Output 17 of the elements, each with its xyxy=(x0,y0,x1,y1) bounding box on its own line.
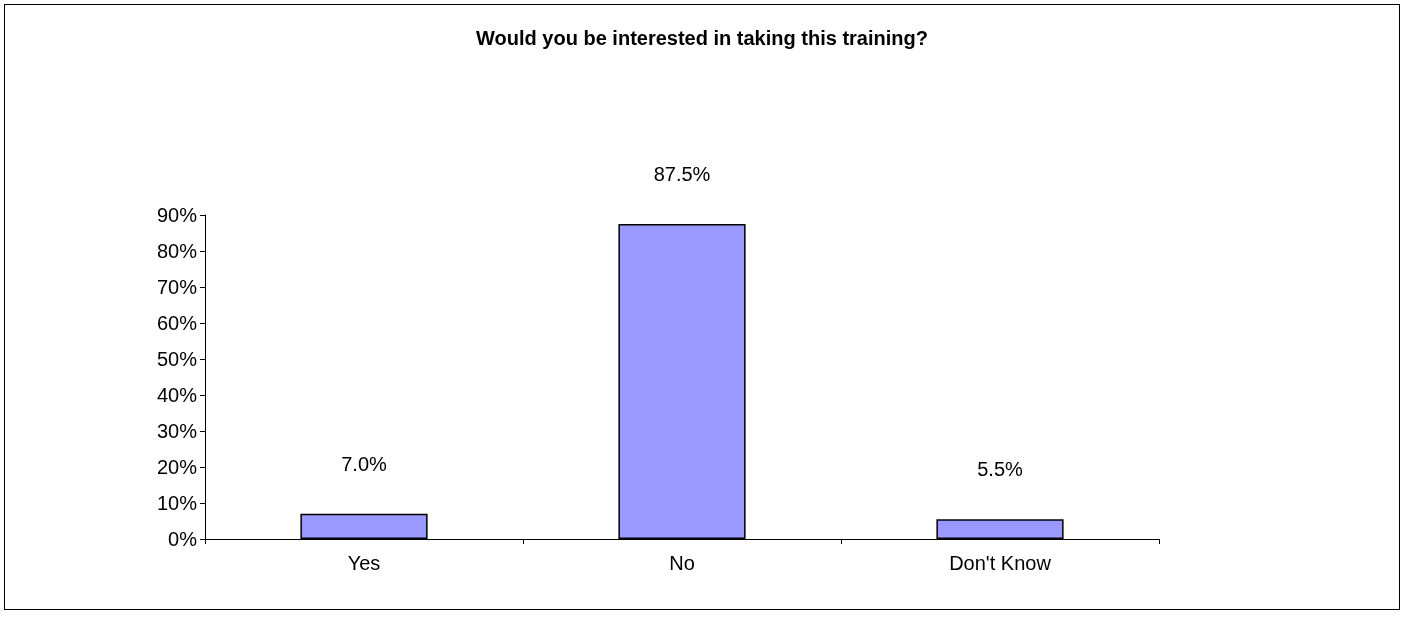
y-tick-label: 90% xyxy=(156,204,198,226)
y-tick-label: 20% xyxy=(156,456,198,478)
y-tick-label: 70% xyxy=(156,276,198,298)
y-tick-label: 10% xyxy=(156,492,198,514)
y-tick-label: 30% xyxy=(156,420,198,442)
x-tick-label: Don't Know xyxy=(949,552,1052,574)
chart-title: Would you be interested in taking this training? xyxy=(476,27,928,49)
y-tick-label: 80% xyxy=(156,240,198,262)
y-tick-label: 40% xyxy=(156,384,198,406)
y-tick-label: 50% xyxy=(156,348,198,370)
y-tick-label: 0% xyxy=(168,528,198,550)
x-tick-label: Yes xyxy=(347,552,381,574)
y-tick-label: 60% xyxy=(156,312,198,334)
data-label: 5.5% xyxy=(977,458,1024,481)
data-label: 7.0% xyxy=(341,452,388,475)
x-tick-label: No xyxy=(669,552,695,574)
data-label: 87.5% xyxy=(653,163,711,185)
